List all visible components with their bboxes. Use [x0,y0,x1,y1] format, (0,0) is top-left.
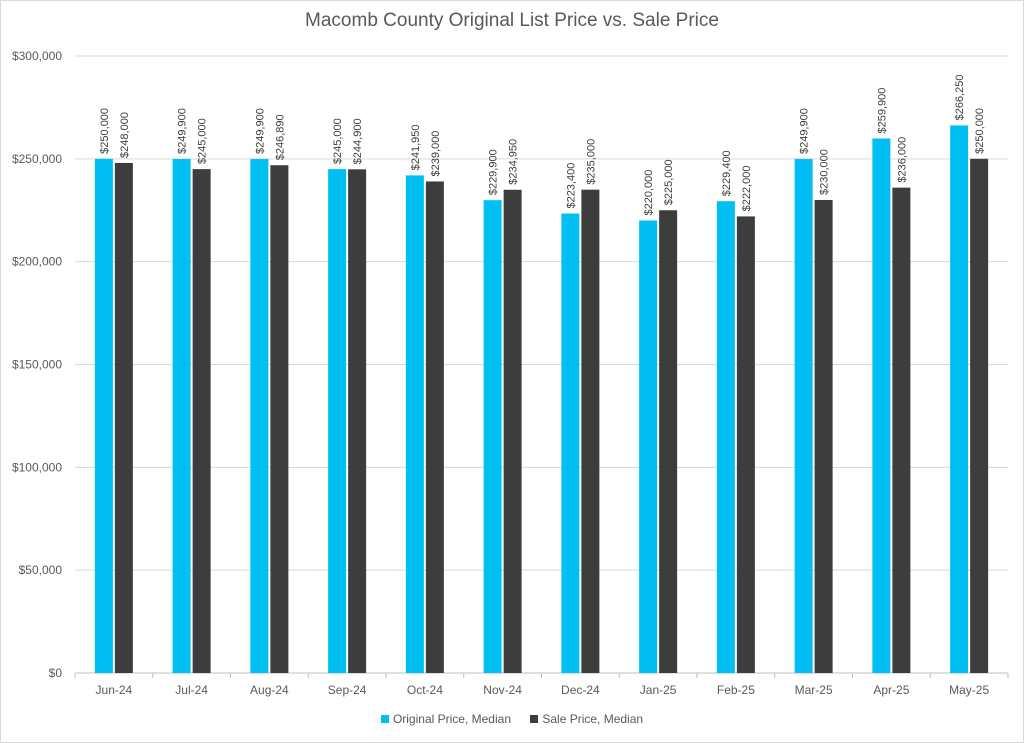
data-label-sale-8: $222,000 [741,166,753,212]
x-tick-label-6: Dec-24 [561,683,600,697]
y-tick-label-4: $200,000 [12,255,62,269]
bar-sale-5 [503,189,522,673]
data-label-original-4: $241,950 [410,124,422,170]
data-label-sale-6: $235,000 [585,139,597,185]
legend-item-sale: Sale Price, Median [530,712,643,726]
data-label-sale-0: $248,000 [119,112,131,158]
bar-original-8 [716,201,735,673]
x-tick-label-8: Feb-25 [717,683,755,697]
bar-sale-8 [736,216,755,674]
y-tick-label-6: $300,000 [12,49,62,63]
x-tick-label-5: Nov-24 [483,683,522,697]
data-label-sale-11: $250,000 [974,108,986,154]
x-tick-label-11: May-25 [949,683,989,697]
data-label-sale-3: $244,900 [352,118,364,164]
data-label-original-1: $249,900 [177,108,189,154]
data-label-sale-1: $245,000 [197,118,209,164]
data-label-original-11: $266,250 [954,75,966,121]
x-tick-label-2: Aug-24 [250,683,289,697]
data-label-sale-2: $246,890 [274,114,286,160]
legend-swatch-original [380,715,389,723]
y-tick-label-2: $100,000 [12,460,62,474]
y-tick-label-5: $250,000 [12,152,62,166]
bar-original-10 [872,138,891,673]
data-label-sale-4: $239,000 [430,131,442,177]
data-label-original-9: $249,900 [799,108,811,154]
legend: Original Price, Median Sale Price, Media… [0,712,1024,726]
x-tick-label-9: Mar-25 [795,683,833,697]
bar-original-9 [794,159,813,673]
x-tick-label-10: Apr-25 [873,683,909,697]
bar-original-7 [639,220,658,674]
bar-sale-2 [270,165,289,674]
bar-original-2 [250,159,269,673]
bar-sale-0 [114,162,133,674]
chart-title: Macomb County Original List Price vs. Sa… [305,10,719,31]
bar-original-4 [405,175,424,673]
bar-sale-1 [192,169,211,673]
bar-sale-9 [814,199,833,673]
legend-label-sale: Sale Price, Median [542,712,644,726]
bar-sale-4 [425,181,444,673]
data-label-sale-5: $234,950 [508,139,520,185]
data-label-original-2: $249,900 [254,108,266,154]
data-label-sale-10: $236,000 [896,137,908,183]
bar-sale-11 [970,158,989,674]
legend-swatch-sale [530,715,539,723]
legend-label-original: Original Price, Median [392,712,511,726]
bar-sale-6 [581,189,600,673]
bar-sale-3 [348,169,367,673]
bar-sale-10 [892,187,911,674]
data-label-sale-7: $225,000 [663,159,675,205]
bar-sale-7 [659,210,678,673]
x-tick-label-0: Jun-24 [96,683,133,697]
y-tick-label-3: $150,000 [12,358,62,372]
data-label-original-5: $229,900 [488,149,500,195]
x-tick-label-7: Jan-25 [640,683,677,697]
bar-original-6 [561,213,580,674]
data-label-original-10: $259,900 [876,88,888,134]
bar-original-1 [172,159,191,673]
x-tick-label-4: Oct-24 [407,683,443,697]
legend-item-original: Original Price, Median [380,712,511,726]
data-label-original-3: $245,000 [332,118,344,164]
data-label-sale-9: $230,000 [819,149,831,195]
x-tick-label-1: Jul-24 [175,683,208,697]
bar-original-0 [94,158,113,674]
data-label-original-6: $223,400 [565,163,577,209]
data-label-original-0: $250,000 [99,108,111,154]
data-label-original-8: $229,400 [721,150,733,196]
data-label-original-7: $220,000 [643,170,655,216]
bar-original-5 [483,200,502,673]
x-tick-label-3: Sep-24 [328,683,367,697]
bar-original-3 [328,169,347,673]
y-tick-label-1: $50,000 [19,563,63,577]
bar-original-11 [950,125,969,674]
y-tick-label-0: $0 [49,666,63,680]
